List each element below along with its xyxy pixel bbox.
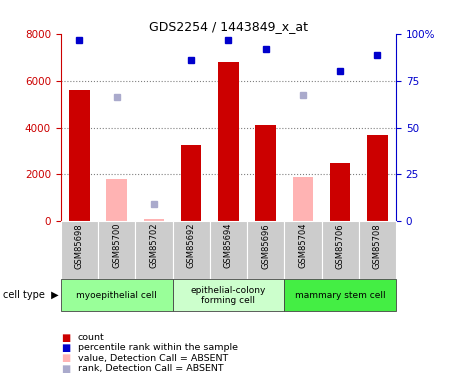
- Text: GSM85702: GSM85702: [149, 223, 158, 268]
- Bar: [61, 279, 172, 311]
- Bar: [284, 221, 321, 279]
- Bar: [144, 219, 164, 221]
- Text: GSM85706: GSM85706: [336, 223, 345, 268]
- Text: ■: ■: [61, 354, 70, 363]
- Bar: [61, 221, 98, 279]
- Bar: [172, 279, 284, 311]
- Bar: [181, 145, 201, 221]
- Text: GSM85700: GSM85700: [112, 223, 121, 268]
- Bar: [98, 221, 135, 279]
- Bar: [292, 177, 313, 221]
- Text: percentile rank within the sample: percentile rank within the sample: [78, 344, 238, 352]
- Text: ■: ■: [61, 364, 70, 374]
- Bar: [321, 221, 359, 279]
- Text: GSM85708: GSM85708: [373, 223, 382, 268]
- Text: GSM85694: GSM85694: [224, 223, 233, 268]
- Text: count: count: [78, 333, 104, 342]
- Bar: [247, 221, 284, 279]
- Text: ■: ■: [61, 333, 70, 342]
- Text: rank, Detection Call = ABSENT: rank, Detection Call = ABSENT: [78, 364, 224, 374]
- Bar: [284, 279, 396, 311]
- Text: GSM85704: GSM85704: [298, 223, 307, 268]
- Text: epithelial-colony
forming cell: epithelial-colony forming cell: [191, 286, 266, 305]
- Bar: [69, 90, 90, 221]
- Bar: [172, 221, 210, 279]
- Bar: [367, 135, 387, 221]
- Bar: [256, 125, 276, 221]
- Bar: [330, 163, 351, 221]
- Title: GDS2254 / 1443849_x_at: GDS2254 / 1443849_x_at: [149, 20, 308, 33]
- Text: GSM85696: GSM85696: [261, 223, 270, 268]
- Bar: [218, 62, 239, 221]
- Text: myoepithelial cell: myoepithelial cell: [76, 291, 157, 300]
- Text: mammary stem cell: mammary stem cell: [295, 291, 386, 300]
- Text: GSM85692: GSM85692: [187, 223, 196, 268]
- Bar: [210, 221, 247, 279]
- Bar: [106, 179, 127, 221]
- Text: cell type  ▶: cell type ▶: [3, 290, 58, 300]
- Text: GSM85698: GSM85698: [75, 223, 84, 268]
- Text: ■: ■: [61, 343, 70, 353]
- Text: value, Detection Call = ABSENT: value, Detection Call = ABSENT: [78, 354, 228, 363]
- Bar: [135, 221, 172, 279]
- Bar: [359, 221, 396, 279]
